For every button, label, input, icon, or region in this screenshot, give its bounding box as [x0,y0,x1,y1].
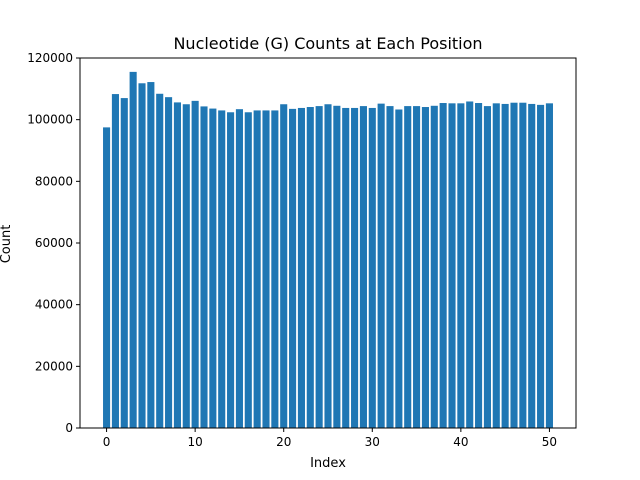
bar-30 [368,107,376,428]
bar-15 [235,109,243,429]
x-tick-label-30: 30 [365,435,380,449]
x-tick-label-20: 20 [276,435,291,449]
bar-10 [191,100,199,429]
bar-series [103,71,553,429]
bar-5 [147,82,155,429]
bar-31 [377,103,385,428]
y-tick-label-40000: 40000 [35,298,73,312]
bar-27 [342,107,350,428]
bar-19 [271,110,279,429]
bar-42 [475,103,483,429]
y-tick-label-60000: 60000 [35,236,73,250]
bar-33 [395,109,403,429]
bar-17 [253,110,261,429]
bar-49 [537,104,545,429]
bar-38 [439,103,447,429]
bar-40 [457,103,465,428]
bar-48 [528,103,536,428]
bar-28 [351,107,359,428]
bar-36 [421,107,429,429]
bar-0 [103,127,111,429]
bar-21 [289,108,297,429]
bar-25 [324,104,332,428]
bar-23 [306,107,314,429]
bar-32 [386,106,394,428]
y-tick-label-80000: 80000 [35,174,73,188]
bar-13 [218,110,226,429]
bar-1 [111,94,119,428]
bar-11 [200,106,208,428]
y-tick-label-120000: 120000 [27,51,73,65]
bar-12 [209,108,217,428]
bar-18 [262,110,270,429]
bar-24 [315,106,323,428]
bar-8 [173,102,181,429]
bar-3 [129,71,137,429]
bar-43 [483,106,491,428]
bar-29 [359,106,367,428]
x-tick-label-40: 40 [453,435,468,449]
bar-47 [519,102,527,429]
bar-2 [120,98,128,428]
bar-37 [430,105,438,428]
bar-35 [413,106,421,428]
bar-34 [404,106,412,428]
bar-50 [545,103,553,428]
chart-title: Nucleotide (G) Counts at Each Position [173,34,482,53]
bar-45 [501,103,509,428]
bar-4 [138,83,146,428]
bar-20 [280,104,288,428]
bar-22 [297,107,305,428]
bar-39 [448,103,456,428]
x-tick-label-10: 10 [188,435,203,449]
bar-44 [492,103,500,428]
bar-6 [156,93,164,429]
axes: 0 10 20 30 40 50 0 20000 40000 60000 80000 100000 12… [27,51,577,449]
y-tick-label-100000: 100000 [27,113,73,127]
bar-7 [165,97,173,428]
x-tick-label-50: 50 [542,435,557,449]
bar-41 [466,101,474,428]
y-tick-label-20000: 20000 [35,359,73,373]
bar-46 [510,102,518,429]
bar-26 [333,105,341,428]
x-axis-title: Index [310,456,346,471]
x-tick-label-0: 0 [103,435,111,449]
y-axis-title: Count [0,225,14,264]
bar-9 [182,104,190,428]
bar-14 [227,112,235,429]
y-tick-label-0: 0 [65,421,73,435]
bar-16 [244,112,252,429]
